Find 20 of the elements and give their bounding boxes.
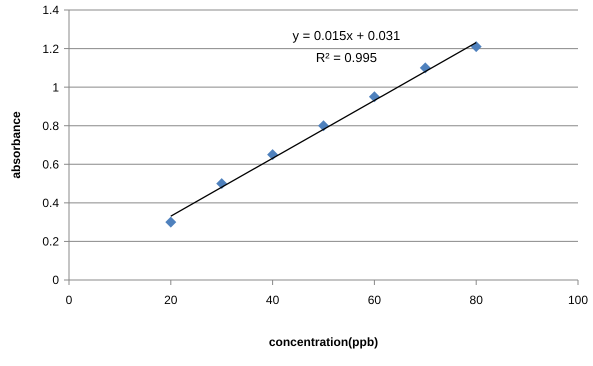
y-tick-label: 1.2: [42, 42, 60, 56]
x-axis-title: concentration(ppb): [268, 335, 378, 349]
x-tick-label: 60: [368, 293, 382, 307]
annotation: R² = 0.995: [316, 50, 377, 65]
y-tick-label: 0.6: [42, 157, 60, 172]
x-tick-label: 0: [66, 293, 73, 307]
x-tick-label: 100: [568, 293, 588, 307]
y-axis-title: absorbance: [9, 110, 23, 179]
y-tick-label: 0.2: [42, 234, 60, 249]
y-tick-label: 0.8: [42, 118, 60, 133]
point: [470, 41, 482, 52]
x-tick-label: 40: [266, 293, 280, 307]
y-tick-label: 1.4: [42, 3, 60, 18]
annotation: y = 0.015x + 0.031: [292, 28, 400, 43]
point: [165, 216, 176, 228]
x-tick-label: 80: [470, 293, 484, 307]
y-tick-label: 1: [52, 80, 60, 94]
y-tick-label: 0.4: [42, 196, 60, 210]
y-tick-label: 0: [52, 273, 60, 288]
x-tick-label: 20: [164, 293, 178, 307]
